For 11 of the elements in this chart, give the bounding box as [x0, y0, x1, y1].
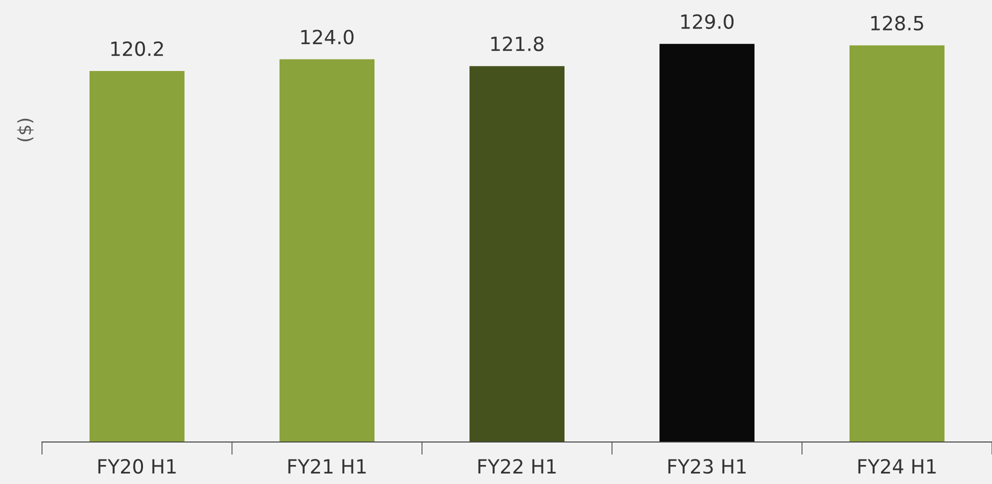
data-label: 120.2	[111, 41, 163, 56]
x-tick-label: FY23 H1	[668, 459, 746, 474]
data-label: 124.0	[301, 30, 354, 44]
data-label: 129.0	[681, 14, 734, 29]
data-label: 121.8	[491, 36, 544, 52]
y-axis-title: ($)	[17, 118, 34, 142]
data-label: 128.5	[871, 16, 924, 31]
x-tick-label: FY22 H1	[478, 459, 556, 474]
x-tick-label: FY21 H1	[288, 459, 366, 474]
x-tick-label: FY20 H1	[98, 459, 176, 474]
x-tick-label: FY24 H1	[858, 459, 936, 474]
